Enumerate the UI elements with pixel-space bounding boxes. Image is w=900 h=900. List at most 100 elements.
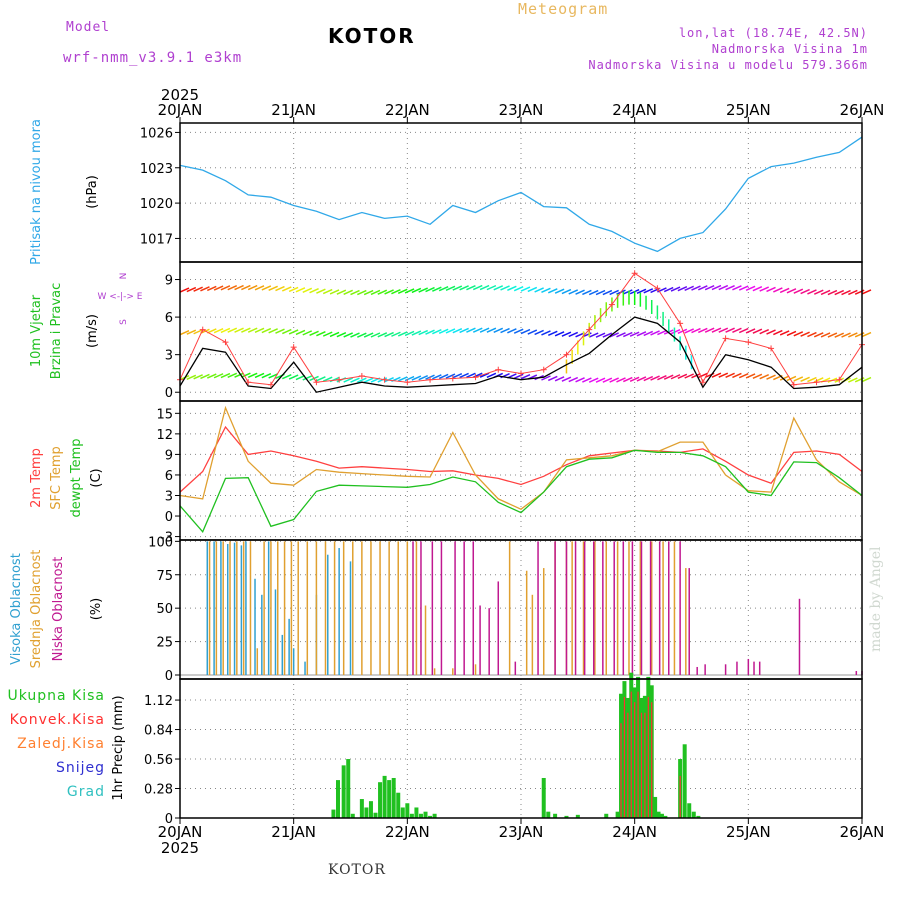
wind-arrow — [322, 331, 333, 337]
y-tick-label: 0.84 — [144, 724, 173, 739]
precip-bar-total — [428, 815, 433, 818]
precip-bar-total — [396, 792, 401, 818]
wind-arrow — [384, 331, 394, 338]
wind-arrow — [636, 288, 647, 294]
y-tick-label: 9 — [165, 274, 173, 289]
wind-arrow — [595, 289, 606, 296]
y-tick-label: 50 — [156, 602, 173, 617]
wind-arrow — [275, 328, 285, 334]
wind-arrow — [254, 285, 265, 291]
y-tick-label: 6 — [165, 469, 173, 484]
wind-arrow — [411, 287, 422, 294]
wind-arrow — [732, 372, 742, 379]
precip-legend-1: Konvek.Kisa — [10, 712, 105, 728]
wind-arrow — [636, 331, 647, 337]
wind-arrow — [704, 327, 715, 333]
wind-arrow — [793, 376, 804, 382]
wind-arrow — [738, 327, 749, 334]
precip-bar-total — [368, 801, 373, 818]
wind-arrow — [445, 328, 456, 334]
precip-bar-total — [382, 775, 387, 818]
wind-arrow — [834, 332, 845, 338]
precip-bar-total — [575, 814, 580, 818]
wind-arrow — [213, 327, 224, 334]
wind-arrow — [616, 332, 626, 338]
y-tick-label: 3 — [165, 349, 173, 364]
wind-arrow — [445, 285, 456, 292]
cloud-title-2: Srednja Oblacnost — [29, 550, 44, 669]
wind-arrow — [554, 288, 565, 294]
wind-arrow — [541, 375, 551, 381]
x-tick-label-top: 24JAN — [612, 101, 657, 119]
wind-arrow — [234, 284, 244, 291]
precip-bar-total — [687, 803, 692, 818]
precip-legend-4: Grad — [67, 784, 105, 800]
wind-arrow — [281, 286, 292, 292]
wind-arrow — [718, 327, 729, 333]
wind-arrow — [588, 377, 599, 383]
wind-arrow — [295, 287, 306, 293]
precip-legend-0: Ukupna Kisa — [7, 688, 105, 704]
wind-arrow — [773, 287, 783, 293]
wind-arrow — [848, 332, 858, 338]
wind-arrow — [588, 289, 599, 296]
wind-arrow — [479, 284, 490, 291]
precip-bar-total — [400, 807, 405, 818]
wind-arrow — [357, 289, 367, 296]
wind-arrow — [691, 327, 701, 334]
wind-arrow — [718, 372, 729, 378]
wind-arrow — [281, 328, 292, 335]
wind-arrow — [261, 372, 272, 379]
wind-arrow — [186, 329, 197, 335]
wind-arrow — [432, 286, 442, 292]
precip-bar-total — [331, 809, 336, 818]
wind-arrow — [609, 377, 619, 383]
pressure-title: Pritisak na nivou mora — [29, 119, 44, 265]
wind-arrow — [779, 330, 790, 336]
wind-arrow — [848, 377, 858, 383]
temp-2m-line — [179, 425, 863, 493]
precip-bar-total — [346, 759, 351, 818]
wind-arrow — [302, 287, 313, 293]
wind-arrow — [820, 289, 831, 296]
wind-arrow — [766, 286, 776, 293]
wind-arrow — [247, 327, 258, 333]
wind-arrow — [295, 329, 306, 336]
wind-arrow — [547, 375, 558, 382]
wind-arrow — [479, 327, 490, 333]
precip-legend-3: Snijeg — [56, 760, 105, 776]
wind-arrow — [309, 330, 319, 337]
wind-arrow — [316, 331, 326, 337]
compass-row: W <-|-> E — [98, 292, 143, 302]
precip-bar-total — [696, 815, 701, 818]
wind-arrow — [745, 373, 756, 379]
wind-arrow — [622, 289, 633, 295]
precip-legend-2: Zaledj.Kisa — [17, 736, 105, 752]
temp-title-2: SFC Temp — [49, 446, 64, 510]
wind-arrow — [350, 377, 360, 383]
wind-arrow — [595, 332, 606, 338]
wind-arrow — [807, 376, 817, 383]
wind-arrow — [773, 329, 783, 336]
temp-title-3: dewpt Temp — [69, 438, 84, 517]
wind-arrow — [636, 376, 647, 382]
y-tick-label: -3 — [160, 531, 173, 546]
wind-arrow — [234, 327, 244, 333]
x-tick-label-bottom: 20JAN — [158, 823, 203, 841]
wind-arrow — [793, 288, 804, 294]
wind-arrow — [861, 331, 872, 338]
wind-arrow — [568, 331, 579, 338]
wind-arrow — [547, 288, 558, 294]
wind-arrow — [343, 377, 353, 383]
wind-arrow — [643, 330, 654, 337]
wind-arrow — [179, 287, 190, 293]
precip-bar-total — [387, 780, 392, 818]
wind-arrow — [507, 328, 517, 334]
wind-arrow — [629, 376, 640, 382]
precip-bar-total — [659, 813, 664, 818]
wind-arrow — [725, 372, 735, 378]
wind-arrow — [861, 376, 872, 383]
wind-arrow — [357, 377, 367, 383]
wind-arrow — [848, 289, 858, 296]
temp-title-1: 2m Temp — [29, 448, 44, 508]
